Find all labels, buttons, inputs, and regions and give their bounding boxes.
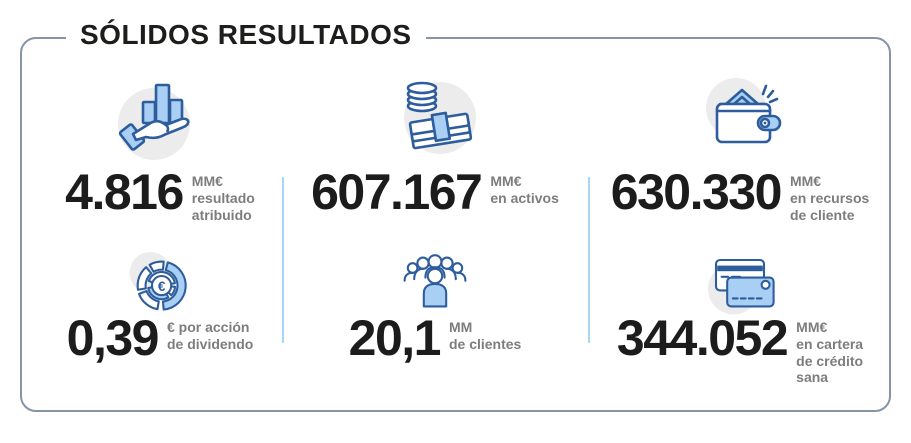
stat-block: 344.052 MM€ en cartera de crédito sana [616, 310, 864, 386]
stat-value: 4.816 [65, 164, 184, 220]
stat-block: 630.330 MM€ en recursos de cliente [610, 164, 870, 223]
stat-block: 20,1 MM de clientes [348, 310, 522, 366]
dividend-donut-icon: € [129, 252, 187, 311]
hand-growth-icon [118, 83, 190, 160]
stat-value: 20,1 [348, 310, 442, 366]
panel-title: SÓLIDOS RESULTADOS [66, 19, 426, 51]
stat-value: 607.167 [311, 164, 483, 220]
stat-value: 630.330 [610, 164, 783, 220]
stat-dividendo: € 0,39 € por acción de dividendo [40, 244, 280, 366]
stat-recursos-cliente: 630.330 MM€ en recursos de cliente [600, 68, 880, 223]
stat-cartera-credito: 344.052 MM€ en cartera de crédito sana [600, 244, 880, 386]
stat-unit: MM€ en activos [490, 173, 559, 206]
stat-resultado-atribuido: 4.816 MM€ resultado atribuido [40, 68, 280, 223]
stat-block: 607.167 MM€ en activos [311, 164, 559, 220]
clients-group-icon [403, 254, 467, 308]
cash-stack-icon [404, 81, 476, 154]
column-divider [282, 177, 284, 343]
stat-en-activos: 607.167 MM€ en activos [300, 68, 570, 220]
stat-unit: MM€ en cartera de crédito sana [796, 319, 864, 386]
column-divider [588, 177, 590, 343]
stat-block: 0,39 € por acción de dividendo [66, 310, 254, 366]
euro-symbol: € [158, 279, 166, 294]
stat-unit: € por acción de dividendo [166, 319, 254, 352]
stat-value: 0,39 [66, 310, 160, 366]
wallet-icon [706, 78, 782, 144]
stat-unit: MM€ resultado atribuido [191, 173, 255, 223]
stat-block: 4.816 MM€ resultado atribuido [65, 164, 255, 223]
stat-value: 344.052 [616, 310, 789, 366]
stat-clientes: 20,1 MM de clientes [300, 244, 570, 366]
stat-unit: MM€ en recursos de cliente [789, 173, 870, 223]
stat-unit: MM de clientes [448, 319, 522, 352]
credit-cards-icon [708, 258, 775, 315]
